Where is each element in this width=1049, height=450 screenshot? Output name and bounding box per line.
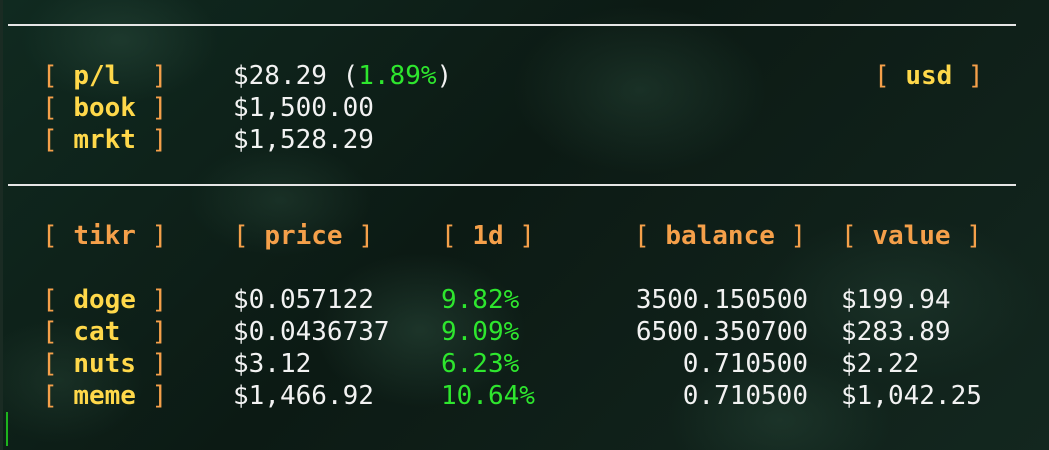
summary-mrkt-label: [ mrkt ] xyxy=(42,125,168,155)
row-tikr-nuts: [ nuts ] xyxy=(42,349,168,379)
row-tikr-cat: [ cat ] xyxy=(42,317,168,347)
middle-divider xyxy=(8,184,1016,186)
summary-pl-value: $28.29 (1.89%) xyxy=(233,61,453,91)
summary-mrkt-value: $1,528.29 xyxy=(233,125,374,155)
terminal-cursor xyxy=(6,412,8,446)
summary-book-value: $1,500.00 xyxy=(233,93,374,123)
row-price-meme: $1,466.92 xyxy=(233,381,374,411)
header-tikr: [ tikr ] xyxy=(42,221,168,251)
currency-label: [ usd ] xyxy=(874,61,984,91)
row-balance-nuts: 0.710500 xyxy=(682,349,808,379)
row-balance-cat: 6500.350700 xyxy=(635,317,808,347)
top-divider xyxy=(8,24,1016,26)
terminal-left-edge xyxy=(0,0,3,450)
row-1d-meme: 10.64% xyxy=(441,381,535,411)
header-price: [ price ] xyxy=(233,221,374,251)
row-price-nuts: $3.12 xyxy=(233,349,312,379)
row-value-doge: $199.94 xyxy=(841,285,951,315)
header-balance: [ balance ] xyxy=(634,221,807,251)
header-1d: [ 1d ] xyxy=(441,221,535,251)
row-value-nuts: $2.22 xyxy=(841,349,920,379)
row-1d-cat: 9.09% xyxy=(441,317,520,347)
row-balance-meme: 0.710500 xyxy=(682,381,808,411)
header-value: [ value ] xyxy=(841,221,982,251)
row-1d-nuts: 6.23% xyxy=(441,349,520,379)
row-1d-doge: 9.82% xyxy=(441,285,520,315)
summary-book-label: [ book ] xyxy=(42,93,168,123)
row-value-meme: $1,042.25 xyxy=(841,381,982,411)
summary-pl-label: [ p/l ] xyxy=(42,61,168,91)
row-price-doge: $0.057122 xyxy=(233,285,374,315)
row-tikr-meme: [ meme ] xyxy=(42,381,168,411)
row-balance-doge: 3500.150500 xyxy=(635,285,808,315)
row-value-cat: $283.89 xyxy=(841,317,951,347)
row-tikr-doge: [ doge ] xyxy=(42,285,168,315)
row-price-cat: $0.0436737 xyxy=(233,317,390,347)
